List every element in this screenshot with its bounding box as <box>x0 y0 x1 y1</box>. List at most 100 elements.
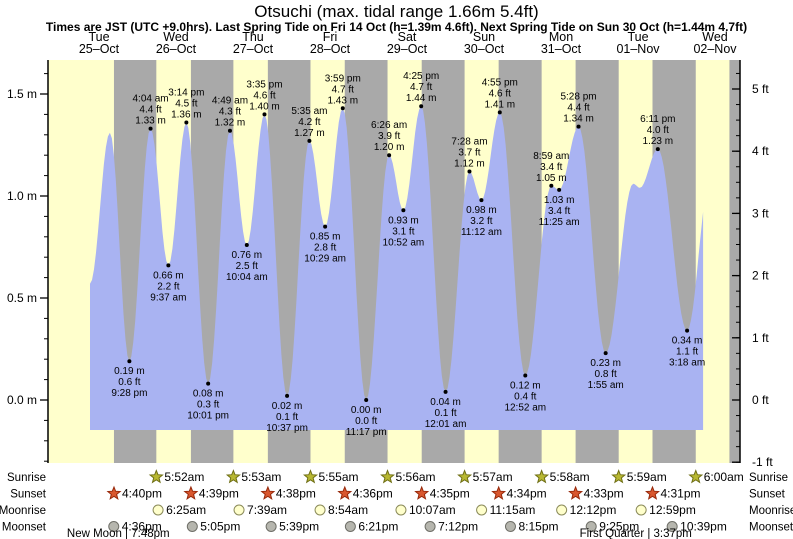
sunset-star-icon <box>183 485 199 500</box>
high-tide-dot <box>497 110 502 115</box>
right-axis-tick-label: 4 ft <box>752 144 769 158</box>
low-tide-annotation: 0.4 ft <box>514 392 536 403</box>
low-tide-annotation: 0.93 m <box>388 215 419 226</box>
high-tide-dot <box>340 106 345 111</box>
moonset-circle-icon <box>585 521 597 532</box>
low-tide-dot <box>401 208 406 213</box>
high-tide-annotation: 4.2 ft <box>298 117 320 128</box>
low-tide-annotation: 1.1 ft <box>676 347 698 358</box>
sunrise-time: 5:56am <box>396 470 436 484</box>
moonrise-time: 6:25am <box>166 503 206 517</box>
low-tide-annotation: 11:17 pm <box>346 427 387 438</box>
day-date-label: 27–Oct <box>233 42 274 56</box>
left-axis-tick-label: 0.5 m <box>7 291 37 305</box>
day-name-label: Sat <box>398 30 417 44</box>
sunrise-star-icon <box>534 469 550 484</box>
high-tide-annotation: 4.5 ft <box>175 99 197 110</box>
right-axis-tick-label: 3 ft <box>752 206 769 220</box>
right-axis-tick-label: 1 ft <box>752 331 769 345</box>
moonset-time: 5:39pm <box>279 520 319 534</box>
low-tide-dot <box>557 187 562 192</box>
low-tide-annotation: 0.00 m <box>351 405 382 416</box>
moonset-circle-icon <box>186 521 198 532</box>
low-tide-annotation: 0.85 m <box>310 232 341 243</box>
row-label-moonrise-left: Moonrise <box>0 505 46 517</box>
low-tide-annotation: 11:25 am <box>539 217 580 228</box>
high-tide-dot <box>227 128 232 133</box>
low-tide-annotation: 2.2 ft <box>157 281 179 292</box>
low-tide-dot <box>479 198 484 203</box>
tide-curve-area <box>90 106 704 430</box>
moonset-time: 4:36pm <box>122 520 162 534</box>
low-tide-dot <box>364 398 369 402</box>
left-axis-tick-label: 0.0 m <box>7 393 37 407</box>
moonrise-circle-icon <box>395 504 407 516</box>
low-tide-annotation: 11:12 am <box>461 227 502 238</box>
moonset-time: 9:25pm <box>599 520 639 534</box>
low-tide-dot <box>443 389 448 394</box>
low-tide-annotation: 0.23 m <box>590 358 621 369</box>
right-axis-tick-label: 0 ft <box>752 393 769 407</box>
moonset-circle-icon <box>424 521 436 532</box>
high-tide-annotation: 6:26 am <box>371 120 407 131</box>
low-tide-dot <box>603 351 608 356</box>
moonrise-circle-icon <box>152 504 164 516</box>
night-band <box>729 60 740 463</box>
moonrise-time: 12:12pm <box>570 503 617 517</box>
sunrise-star-icon <box>611 469 627 484</box>
high-tide-annotation: 3:35 pm <box>246 79 282 90</box>
low-tide-annotation: 0.08 m <box>193 389 224 400</box>
high-tide-annotation: 1.36 m <box>171 110 202 121</box>
sunset-time: 4:33pm <box>584 487 624 501</box>
chart-subtitle: Times are JST (UTC +9.0hrs). Last Spring… <box>45 20 748 34</box>
high-tide-annotation: 4:04 am <box>132 94 168 105</box>
sunset-star-icon <box>491 485 507 500</box>
sunset-star-icon <box>568 485 584 500</box>
sunrise-time: 5:59am <box>627 470 667 484</box>
sunset-time: 4:31pm <box>660 487 700 501</box>
high-tide-annotation: 3.4 ft <box>540 162 562 173</box>
day-date-label: 28–Oct <box>310 42 351 56</box>
high-tide-annotation: 4.0 ft <box>647 125 669 136</box>
low-tide-annotation: 2.5 ft <box>236 261 258 272</box>
day-name-label: Tue <box>627 30 648 44</box>
moonset-time: 6:21pm <box>358 520 398 534</box>
high-tide-annotation: 1.05 m <box>536 173 567 184</box>
moonrise-circle-icon <box>635 504 647 516</box>
moonset-circle-icon <box>504 521 516 532</box>
sunset-star-icon <box>337 485 353 500</box>
moonrise-circle-icon <box>314 504 326 516</box>
low-tide-annotation: 3.4 ft <box>548 206 570 217</box>
day-name-label: Wed <box>163 30 189 44</box>
low-tide-annotation: 0.98 m <box>466 205 497 216</box>
high-tide-annotation: 1.43 m <box>327 95 358 106</box>
low-tide-annotation: 0.8 ft <box>595 369 617 380</box>
high-tide-annotation: 6:11 pm <box>640 114 675 125</box>
low-tide-annotation: 12:52 am <box>504 403 546 414</box>
sunrise-star-icon <box>303 469 319 484</box>
day-date-label: 30–Oct <box>464 42 505 56</box>
low-tide-annotation: 0.12 m <box>510 381 541 392</box>
high-tide-dot <box>262 112 267 117</box>
high-tide-dot <box>419 104 424 109</box>
low-tide-annotation: 0.1 ft <box>434 408 456 419</box>
low-tide-annotation: 3:18 am <box>669 358 705 369</box>
low-tide-dot <box>285 393 290 398</box>
high-tide-annotation: 4.6 ft <box>253 90 275 101</box>
high-tide-annotation: 5:28 pm <box>560 92 596 103</box>
row-label-sunset-right: Sunset <box>749 489 786 501</box>
moonset-time: 7:12pm <box>438 520 478 534</box>
low-tide-dot <box>523 373 528 378</box>
day-date-label: 02–Nov <box>693 42 737 56</box>
moonrise-time: 11:15am <box>490 503 536 517</box>
high-tide-annotation: 4.4 ft <box>139 105 161 116</box>
low-tide-annotation: 12:01 am <box>425 419 467 430</box>
low-tide-dot <box>166 263 171 268</box>
high-tide-annotation: 1.34 m <box>563 114 594 125</box>
sunrise-star-icon <box>457 469 473 484</box>
moonrise-time: 10:07am <box>409 503 456 517</box>
sunrise-star-icon <box>225 469 241 484</box>
high-tide-annotation: 1.20 m <box>374 142 405 153</box>
day-name-label: Mon <box>549 30 573 44</box>
